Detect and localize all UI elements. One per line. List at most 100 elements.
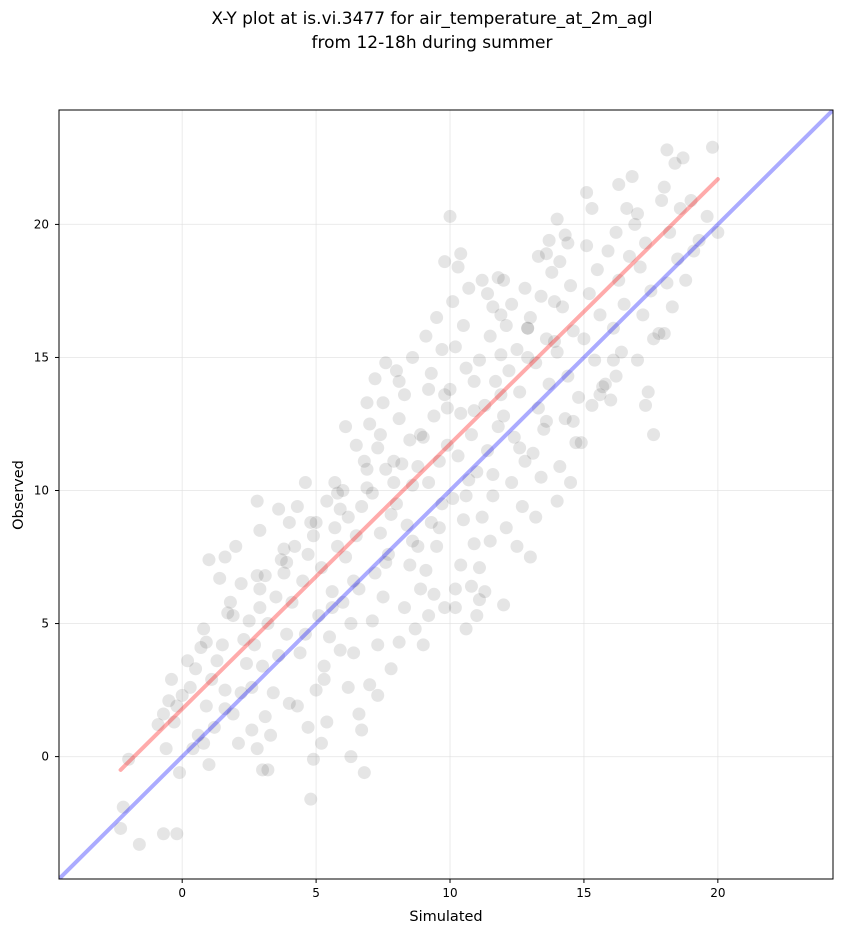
scatter-point [534,289,548,303]
scatter-point [325,601,339,615]
scatter-point [352,582,366,596]
scatter-point [440,438,454,452]
chart-title-line-2: from 12-18h during summer [312,33,553,53]
scatter-point [448,582,462,596]
scatter-point [462,281,476,295]
scatter-point [438,388,452,402]
scatter-point [400,518,414,532]
scatter-point [170,827,184,841]
scatter-point [314,736,328,750]
regression-line [118,177,720,772]
scatter-point [320,494,334,508]
scatter-point [408,622,422,636]
scatter-point [483,534,497,548]
scatter-point [173,766,187,780]
scatter-point [655,193,669,207]
scatter-point [633,260,647,274]
scatter-point [529,510,543,524]
scatter-point [673,201,687,215]
scatter-point [414,582,428,596]
scatter-point [328,521,342,535]
scatter-point [478,585,492,599]
scatter-point [237,633,251,647]
scatter-point [317,659,331,673]
scatter-point [376,396,390,410]
scatter-point [558,412,572,426]
scatter-point [475,273,489,287]
scatter-point [419,563,433,577]
scatter-point [288,539,302,553]
scatter-point [676,151,690,165]
scatter-point [272,648,286,662]
scatter-point [250,569,264,583]
scatter-point [614,345,628,359]
scatter-point [422,382,436,396]
scatter-point [459,361,473,375]
scatter-point [205,672,219,686]
scatter-point [258,569,272,583]
scatter-point [451,449,465,463]
scatter-point [547,295,561,309]
scatter-point [207,720,221,734]
reference-lines [59,110,833,879]
scatter-point [325,585,339,599]
scatter-point [523,550,537,564]
y-tick-label: 0 [41,750,49,764]
scatter-point [647,428,661,442]
scatter-point [387,454,401,468]
scatter-point [446,491,460,505]
scatter-point [456,513,470,527]
scatter-point [416,638,430,652]
scatter-point [245,680,259,694]
y-tick-label: 5 [41,617,49,631]
scatter-point [333,643,347,657]
scatter-point [446,295,460,309]
scatter-point [365,614,379,628]
x-axis-label: Simulated [409,909,482,925]
scatter-point [505,476,519,490]
scatter-point [448,601,462,615]
scatter-point [245,723,259,737]
scatter-point [218,683,232,697]
scatter-point [665,300,679,314]
scatter-point [304,792,318,806]
scatter-point [652,327,666,341]
scatter-point [250,494,264,508]
scatter-point [513,441,527,455]
scatter-point [296,574,310,588]
identity-line [59,110,833,879]
x-tick-label: 10 [442,886,457,900]
scatter-point [384,662,398,676]
y-axis-label: Observed [11,460,27,530]
scatter-point [459,489,473,503]
scatter-point [250,742,264,756]
scatter-point [213,571,227,585]
scatter-point [151,718,165,732]
scatter-point [475,510,489,524]
scatter-point [422,476,436,490]
scatter-point [427,409,441,423]
scatter-point [430,311,444,325]
scatter-point [226,609,240,623]
scatter-point [456,319,470,333]
scatter-point [604,393,618,407]
scatter-point [349,529,363,543]
scatter-point [617,297,631,311]
scatter-point [494,308,508,322]
scatter-point [376,590,390,604]
scatter-point [537,422,551,436]
x-tick-label: 0 [178,886,186,900]
scatter-point [628,217,642,231]
scatter-point [481,287,495,301]
scatter-point [298,627,312,641]
scatter-point [194,641,208,655]
scatter-point [668,156,682,170]
scatter-point [290,499,304,513]
scatter-point [472,353,486,367]
scatter-point [564,476,578,490]
scatter-point [542,377,556,391]
scatter-point [550,212,564,226]
scatter-point [660,143,674,157]
scatter-point [293,646,307,660]
scatter-point [467,537,481,551]
